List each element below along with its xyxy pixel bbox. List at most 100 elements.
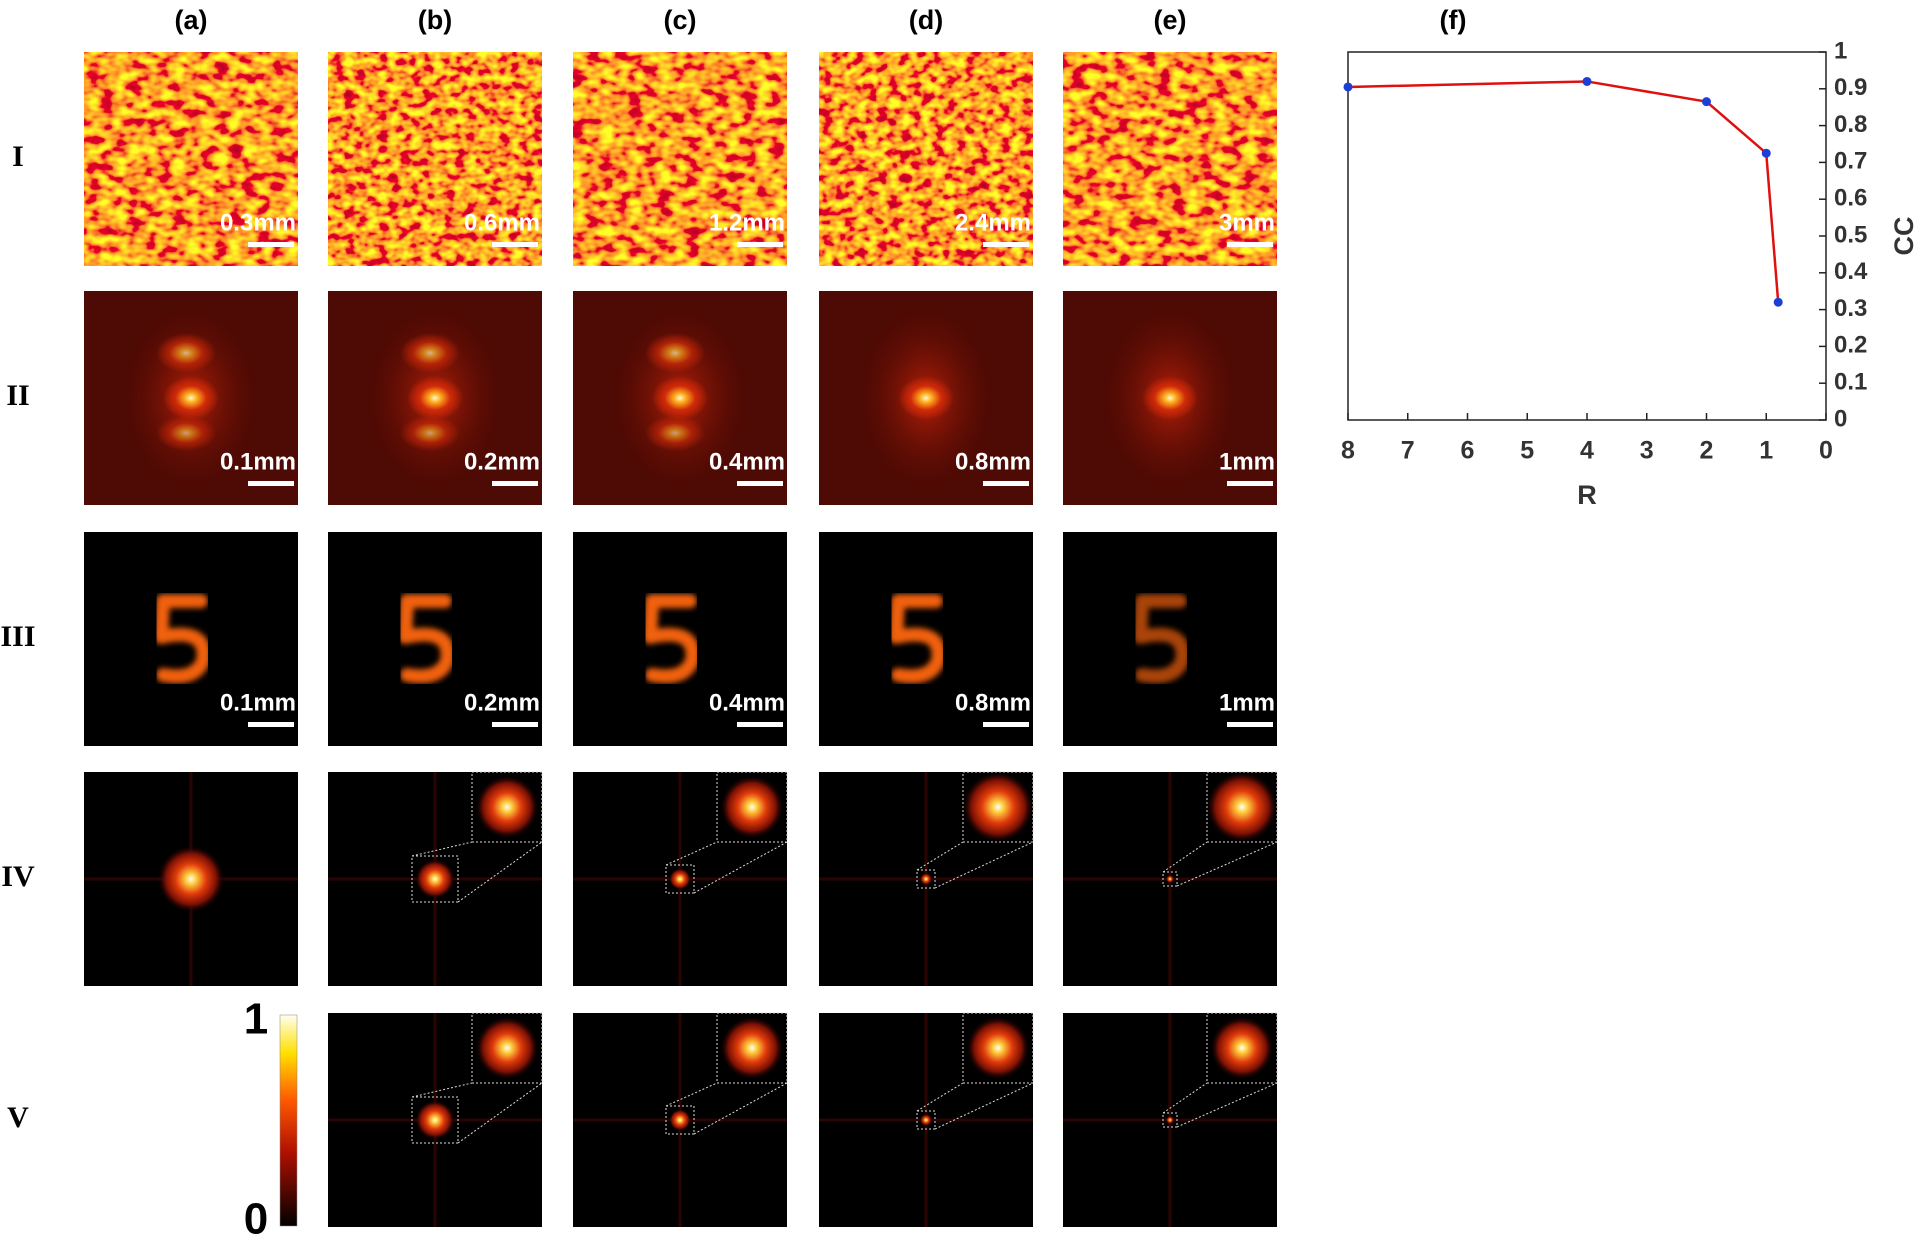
zoom-box (1162, 871, 1178, 887)
y-tick-label: 0.1 (1834, 369, 1867, 396)
image-panel: 0.8mm (819, 532, 1033, 746)
zoom-line (693, 841, 788, 894)
data-point (1773, 297, 1783, 307)
column-label: (e) (1154, 5, 1187, 35)
scale-bar-label: 0.1mm (220, 448, 296, 475)
scale-bar (1227, 481, 1273, 486)
lobe (156, 415, 216, 451)
scale-bar (1227, 242, 1273, 247)
x-tick-label: 0 (1819, 437, 1833, 465)
inset-spot (720, 775, 784, 839)
image-panel: 3mm (1063, 52, 1277, 266)
inset-spot (962, 771, 1034, 843)
column-label: (a) (175, 5, 208, 35)
spot (920, 873, 932, 885)
speckle-image (573, 52, 787, 266)
image-panel (573, 771, 788, 986)
image-panel: 0.2mm (328, 291, 542, 505)
scale-bar (983, 722, 1029, 727)
scale-bar-label: 1mm (1219, 689, 1275, 716)
image-panel: 0.3mm (84, 52, 298, 266)
image-panel (819, 771, 1034, 986)
scale-bar (248, 242, 294, 247)
image-panel (328, 771, 543, 986)
scale-bar (983, 242, 1029, 247)
digit-five (643, 594, 700, 684)
lobe (645, 333, 705, 373)
scale-bar-label: 1.2mm (709, 209, 785, 236)
row-label: V (7, 1101, 29, 1134)
zoom-line (916, 841, 964, 871)
scale-bar-label: 0.2mm (464, 689, 540, 716)
scale-bar (983, 481, 1029, 486)
y-tick-label: 0.6 (1834, 185, 1867, 212)
spot (669, 868, 691, 890)
image-panel: 2.4mm (819, 52, 1033, 266)
speckle-image (1063, 52, 1277, 266)
core (1142, 376, 1198, 420)
spot (157, 845, 225, 913)
plot-frame (1347, 51, 1827, 421)
y-tick-label: 0 (1834, 405, 1847, 432)
image-panel: 1mm (1063, 291, 1277, 505)
image-panel: 0.4mm (573, 291, 787, 505)
digit-five (154, 594, 211, 684)
data-point (1343, 82, 1353, 92)
column-label: (b) (418, 5, 452, 35)
scale-bar (248, 722, 294, 727)
image-panel: 0.2mm (328, 532, 542, 746)
lobe (156, 333, 216, 373)
scale-bar (737, 242, 783, 247)
inset-spot (1206, 771, 1278, 843)
scale-bar-label: 0.2mm (464, 448, 540, 475)
image-panel (1063, 771, 1278, 986)
digit-five (889, 594, 946, 684)
core (163, 376, 219, 420)
speckle-image (84, 52, 298, 266)
spot (1166, 1116, 1174, 1124)
image-panel: 1mm (1063, 532, 1277, 746)
lobe (400, 333, 460, 373)
spot (415, 1100, 455, 1140)
row-label: II (6, 379, 29, 412)
spot (669, 1109, 691, 1131)
x-tick-label: 8 (1341, 437, 1355, 465)
image-panel (1063, 1012, 1278, 1227)
inset-spot (475, 1016, 539, 1080)
inset-spot (966, 1016, 1030, 1080)
x-tick-label: 6 (1461, 437, 1475, 465)
zoom-line (916, 1082, 964, 1112)
zoom-line (665, 1082, 718, 1107)
data-point (1582, 76, 1592, 86)
scale-bar (492, 242, 538, 247)
digit-five (398, 594, 455, 684)
inset-spot (720, 1016, 784, 1080)
image-panel (819, 1012, 1034, 1227)
image-panel: 0.8mm (819, 291, 1033, 505)
x-axis-label: R (1577, 480, 1597, 510)
scale-bar-label: 0.1mm (220, 689, 296, 716)
zoom-box (1162, 1112, 1178, 1128)
y-tick-label: 0.9 (1834, 74, 1867, 101)
colorbar-tick-label: 1 (244, 995, 268, 1044)
spot (415, 859, 455, 899)
y-axis-label: CC (1889, 217, 1919, 256)
scale-bar-label: 3mm (1219, 209, 1275, 236)
lobe (400, 415, 460, 451)
scale-bar-label: 1mm (1219, 448, 1275, 475)
scale-bar-label: 0.3mm (220, 209, 296, 236)
scale-bar-label: 0.6mm (464, 209, 540, 236)
scale-bar (737, 481, 783, 486)
column-label: (c) (664, 5, 697, 35)
zoom-line (1162, 841, 1208, 873)
x-tick-label: 2 (1700, 437, 1714, 465)
y-tick-label: 0.4 (1834, 258, 1868, 285)
row-label: I (12, 140, 24, 173)
speckle-image (819, 52, 1033, 266)
zoom-line (665, 841, 718, 866)
colorbar (279, 1014, 298, 1227)
x-tick-label: 4 (1580, 437, 1594, 465)
core (407, 376, 463, 420)
